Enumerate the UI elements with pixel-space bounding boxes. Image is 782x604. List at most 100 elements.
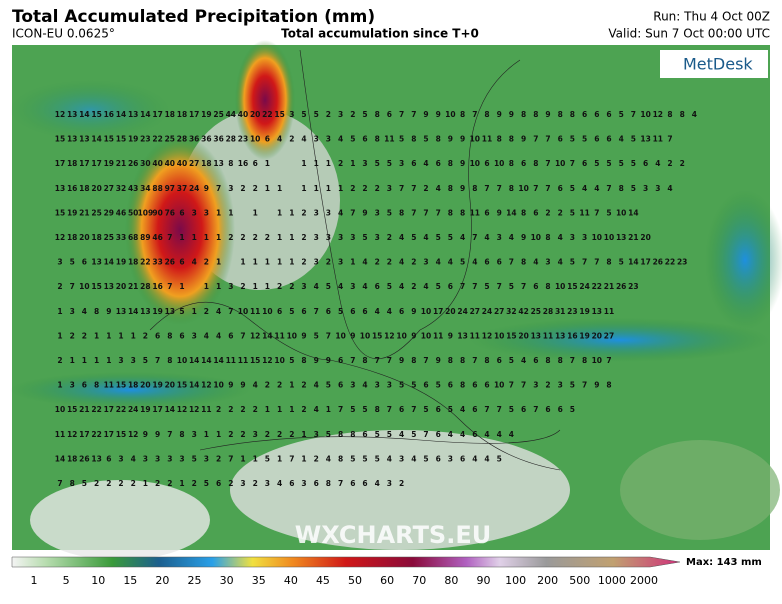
grid-value: 5 <box>362 110 367 119</box>
grid-value: 9 <box>497 208 502 217</box>
grid-value: 17 <box>104 405 114 414</box>
grid-value: 24 <box>189 184 199 193</box>
grid-value: 6 <box>533 208 538 217</box>
grid-value: 6 <box>497 258 502 267</box>
grid-value: 19 <box>67 208 77 217</box>
grid-value: 20 <box>518 331 528 340</box>
grid-value: 33 <box>116 233 126 242</box>
grid-value: 5 <box>570 208 575 217</box>
grid-value: 16 <box>238 159 248 168</box>
grid-value: 4 <box>314 282 319 291</box>
grid-value: 13 <box>165 307 175 316</box>
grid-value: 50 <box>128 208 138 217</box>
grid-value: 5 <box>326 430 331 439</box>
legend-tick-label: 90 <box>476 574 490 587</box>
grid-value: 2 <box>545 208 550 217</box>
grid-value: 6 <box>350 479 355 488</box>
legend-tick-label: 80 <box>444 574 458 587</box>
grid-value: 1 <box>277 405 282 414</box>
grid-value: 7 <box>399 184 404 193</box>
grid-value: 4 <box>362 381 367 390</box>
grid-value: 3 <box>338 258 343 267</box>
grid-value: 8 <box>582 356 587 365</box>
grid-value: 1 <box>216 430 221 439</box>
grid-value: 17 <box>152 110 162 119</box>
grid-value: 7 <box>533 405 538 414</box>
grid-value: 6 <box>362 430 367 439</box>
grid-value: 6 <box>179 208 184 217</box>
grid-value: 5 <box>594 159 599 168</box>
legend-tick-label: 50 <box>348 574 362 587</box>
grid-value: 7 <box>155 356 160 365</box>
grid-value: 5 <box>509 356 514 365</box>
grid-value: 1 <box>277 454 282 463</box>
grid-value: 4 <box>399 233 404 242</box>
grid-value: 7 <box>57 479 62 488</box>
grid-value: 7 <box>338 479 343 488</box>
grid-value: 13 <box>91 454 101 463</box>
grid-value: 1 <box>204 282 209 291</box>
grid-value: 4 <box>472 258 477 267</box>
grid-value: 2 <box>106 479 111 488</box>
grid-value: 88 <box>152 184 162 193</box>
grid-value: 8 <box>228 159 233 168</box>
grid-value: 14 <box>189 356 199 365</box>
grid-value: 5 <box>497 454 502 463</box>
grid-value: 3 <box>228 282 233 291</box>
grid-value: 5 <box>387 282 392 291</box>
grid-value: 5 <box>375 159 380 168</box>
grid-value: 21 <box>604 282 614 291</box>
grid-value: 8 <box>509 135 514 144</box>
grid-value: 20 <box>116 282 126 291</box>
grid-value: 6 <box>326 307 331 316</box>
legend-tick-label: 15 <box>123 574 137 587</box>
grid-value: 14 <box>201 356 211 365</box>
grid-value: 10 <box>238 307 248 316</box>
grid-value: 12 <box>55 233 65 242</box>
grid-value: 5 <box>619 258 624 267</box>
grid-value: 4 <box>253 381 258 390</box>
grid-value: 1 <box>277 208 282 217</box>
grid-value: 1 <box>289 405 294 414</box>
grid-value: 12 <box>482 331 492 340</box>
grid-value: 2 <box>167 479 172 488</box>
grid-value: 4 <box>619 135 624 144</box>
grid-value: 3 <box>179 454 184 463</box>
grid-value: 9 <box>594 381 599 390</box>
grid-value: 8 <box>448 356 453 365</box>
grid-value: 11 <box>543 331 553 340</box>
title: Total Accumulated Precipitation (mm) <box>12 7 375 27</box>
legend-tick-label: 70 <box>412 574 426 587</box>
grid-value: 15 <box>116 381 126 390</box>
grid-value: 68 <box>128 233 138 242</box>
grid-value: 7 <box>497 282 502 291</box>
legend-tick-label: 5 <box>63 574 70 587</box>
grid-value: 2 <box>240 282 245 291</box>
grid-value: 8 <box>484 110 489 119</box>
grid-value: 8 <box>558 110 563 119</box>
grid-value: 9 <box>436 356 441 365</box>
grid-value: 2 <box>289 282 294 291</box>
grid-value: 5 <box>326 282 331 291</box>
grid-value: 10 <box>555 282 565 291</box>
grid-value: 4 <box>375 307 380 316</box>
grid-value: 4 <box>362 282 367 291</box>
grid-value: 18 <box>67 454 77 463</box>
grid-value: 1 <box>289 208 294 217</box>
grid-value: 2 <box>143 331 148 340</box>
grid-value: 16 <box>152 282 162 291</box>
grid-value: 23 <box>238 135 248 144</box>
grid-value: 3 <box>314 135 319 144</box>
grid-value: 7 <box>509 381 514 390</box>
grid-value: 6 <box>106 454 111 463</box>
grid-value: 2 <box>411 282 416 291</box>
grid-value: 1 <box>301 430 306 439</box>
grid-value: 7 <box>350 208 355 217</box>
grid-value: 10 <box>470 159 480 168</box>
grid-value: 7 <box>484 184 489 193</box>
grid-value: 7 <box>521 282 526 291</box>
grid-value: 3 <box>582 233 587 242</box>
grid-value: 1 <box>253 282 258 291</box>
grid-value: 2 <box>265 233 270 242</box>
grid-value: 7 <box>472 110 477 119</box>
